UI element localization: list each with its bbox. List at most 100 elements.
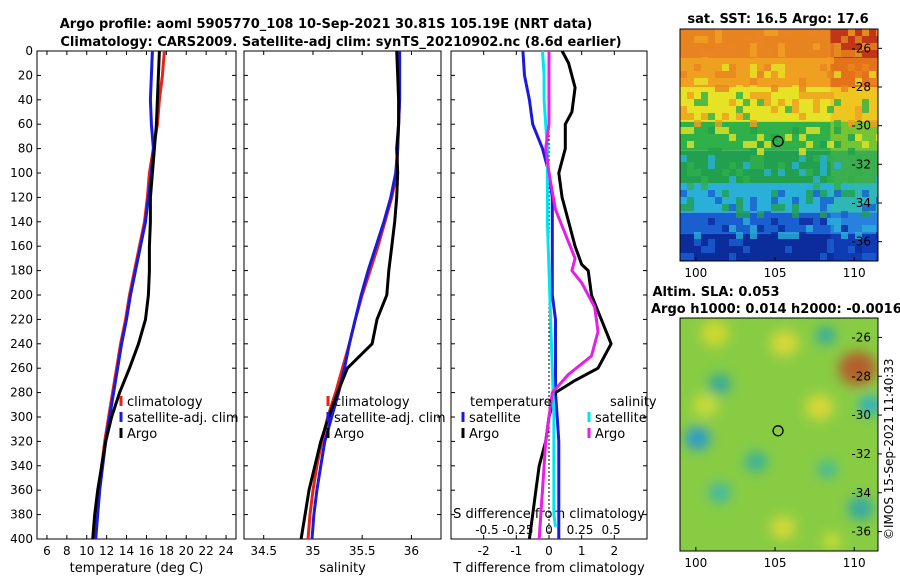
sst-pixel [778,43,785,50]
sst-pixel [722,225,729,232]
sst-pixel [855,134,862,141]
sst-pixel [694,183,701,190]
sst-pixel [729,162,736,169]
sst-pixel [736,113,743,120]
temperature-panel: 0 20 40 60 80 100 120 140 160 180 200 220 240 260 280 3… [10,44,239,576]
sst-pixel [729,239,736,246]
sst-pixel [785,253,792,260]
sst-pixel [757,71,764,78]
series-line-argo [91,50,161,540]
y-tick-label: 220 [10,312,33,326]
sst-pixel [722,239,729,246]
legend-label: Argo [334,427,364,442]
sst-pixel [743,246,750,253]
sst-pixel [750,92,757,99]
legend-label: Argo [469,427,499,442]
sst-pixel [806,92,813,99]
top-tick-label: -0.5 [475,523,498,537]
sst-pixel [722,183,729,190]
sst-pixel [715,127,722,134]
sst-pixel [757,36,764,43]
sst-pixel [862,64,869,71]
sst-map-panel: 100 105 110 -26 -28 -30 -32 -34 -36 sat. SST: 16.… [679,12,882,280]
sst-pixel [715,197,722,204]
sst-pixel [827,155,834,162]
sst-pixel [862,190,869,197]
sst-pixel [841,232,848,239]
sst-pixel [820,141,827,148]
sst-pixel [848,64,855,71]
sst-pixel [827,141,834,148]
sla-title-2: Argo h1000: 0.014 h2000: -0.0016 [651,302,900,317]
sst-pixel [743,218,750,225]
sst-pixel [799,155,806,162]
sst-pixel [764,211,771,218]
sst-pixel [736,197,743,204]
x-tick-label: 35.5 [349,544,376,558]
sst-pixel [827,246,834,253]
sst-pixel [708,148,715,155]
sst-pixel [715,43,722,50]
sst-pixel [778,162,785,169]
sst-pixel [680,253,687,260]
sst-pixel [792,232,799,239]
x-tick-label: 18 [159,544,174,558]
sst-pixel [841,36,848,43]
sst-pixel [862,106,869,113]
sst-pixel [722,71,729,78]
x-tick-label: -1 [510,544,522,558]
sst-pixel [876,162,878,169]
sst-pixel [869,225,876,232]
legend-label: Argo [127,427,157,442]
sst-pixel [715,239,722,246]
sst-pixel [715,183,722,190]
sst-pixel [813,176,820,183]
sst-pixel [715,120,722,127]
sst-pixel [757,99,764,106]
sst-pixel [701,92,708,99]
sst-pixel [876,120,878,127]
sst-pixel [792,204,799,211]
sst-pixel [869,71,876,78]
imos-timestamp: ©IMOS 15-Sep-2021 11:40:33 [882,358,896,540]
sst-pixel [778,50,785,57]
sst-pixel [736,169,743,176]
x-tick-label: 2 [611,544,619,558]
sst-pixel [778,64,785,71]
sst-pixel [764,71,771,78]
sst-pixel [813,183,820,190]
sst-pixel [855,113,862,120]
sst-pixel [827,239,834,246]
sst-pixel [813,155,820,162]
sst-pixel [827,253,834,260]
sst-pixel [771,197,778,204]
sst-pixel [715,148,722,155]
sst-pixel [778,232,785,239]
sst-pixel [834,120,841,127]
sst-pixel [806,190,813,197]
x-tick-label: 14 [119,544,134,558]
sst-pixel [855,246,862,253]
sst-pixel [792,99,799,106]
sst-pixel [799,113,806,120]
series-line-salinity-argo [537,51,600,540]
sst-pixel [862,43,869,50]
sst-pixel [680,127,687,134]
sst-pixel [729,50,736,57]
sst-pixel [715,36,722,43]
sst-pixel [715,71,722,78]
x-tick-label: 24 [218,544,233,558]
sst-pixel [750,50,757,57]
sst-pixel [771,190,778,197]
sst-pixel [750,71,757,78]
sst-pixel [855,71,862,78]
sst-pixel [855,78,862,85]
sst-pixel [694,36,701,43]
sst-pixel [827,50,834,57]
map-y-tick-label: -26 [851,330,871,344]
sla-blob [770,516,796,540]
sst-pixel [694,64,701,71]
sst-pixel [694,120,701,127]
sst-pixel [848,50,855,57]
map-field [680,29,878,261]
